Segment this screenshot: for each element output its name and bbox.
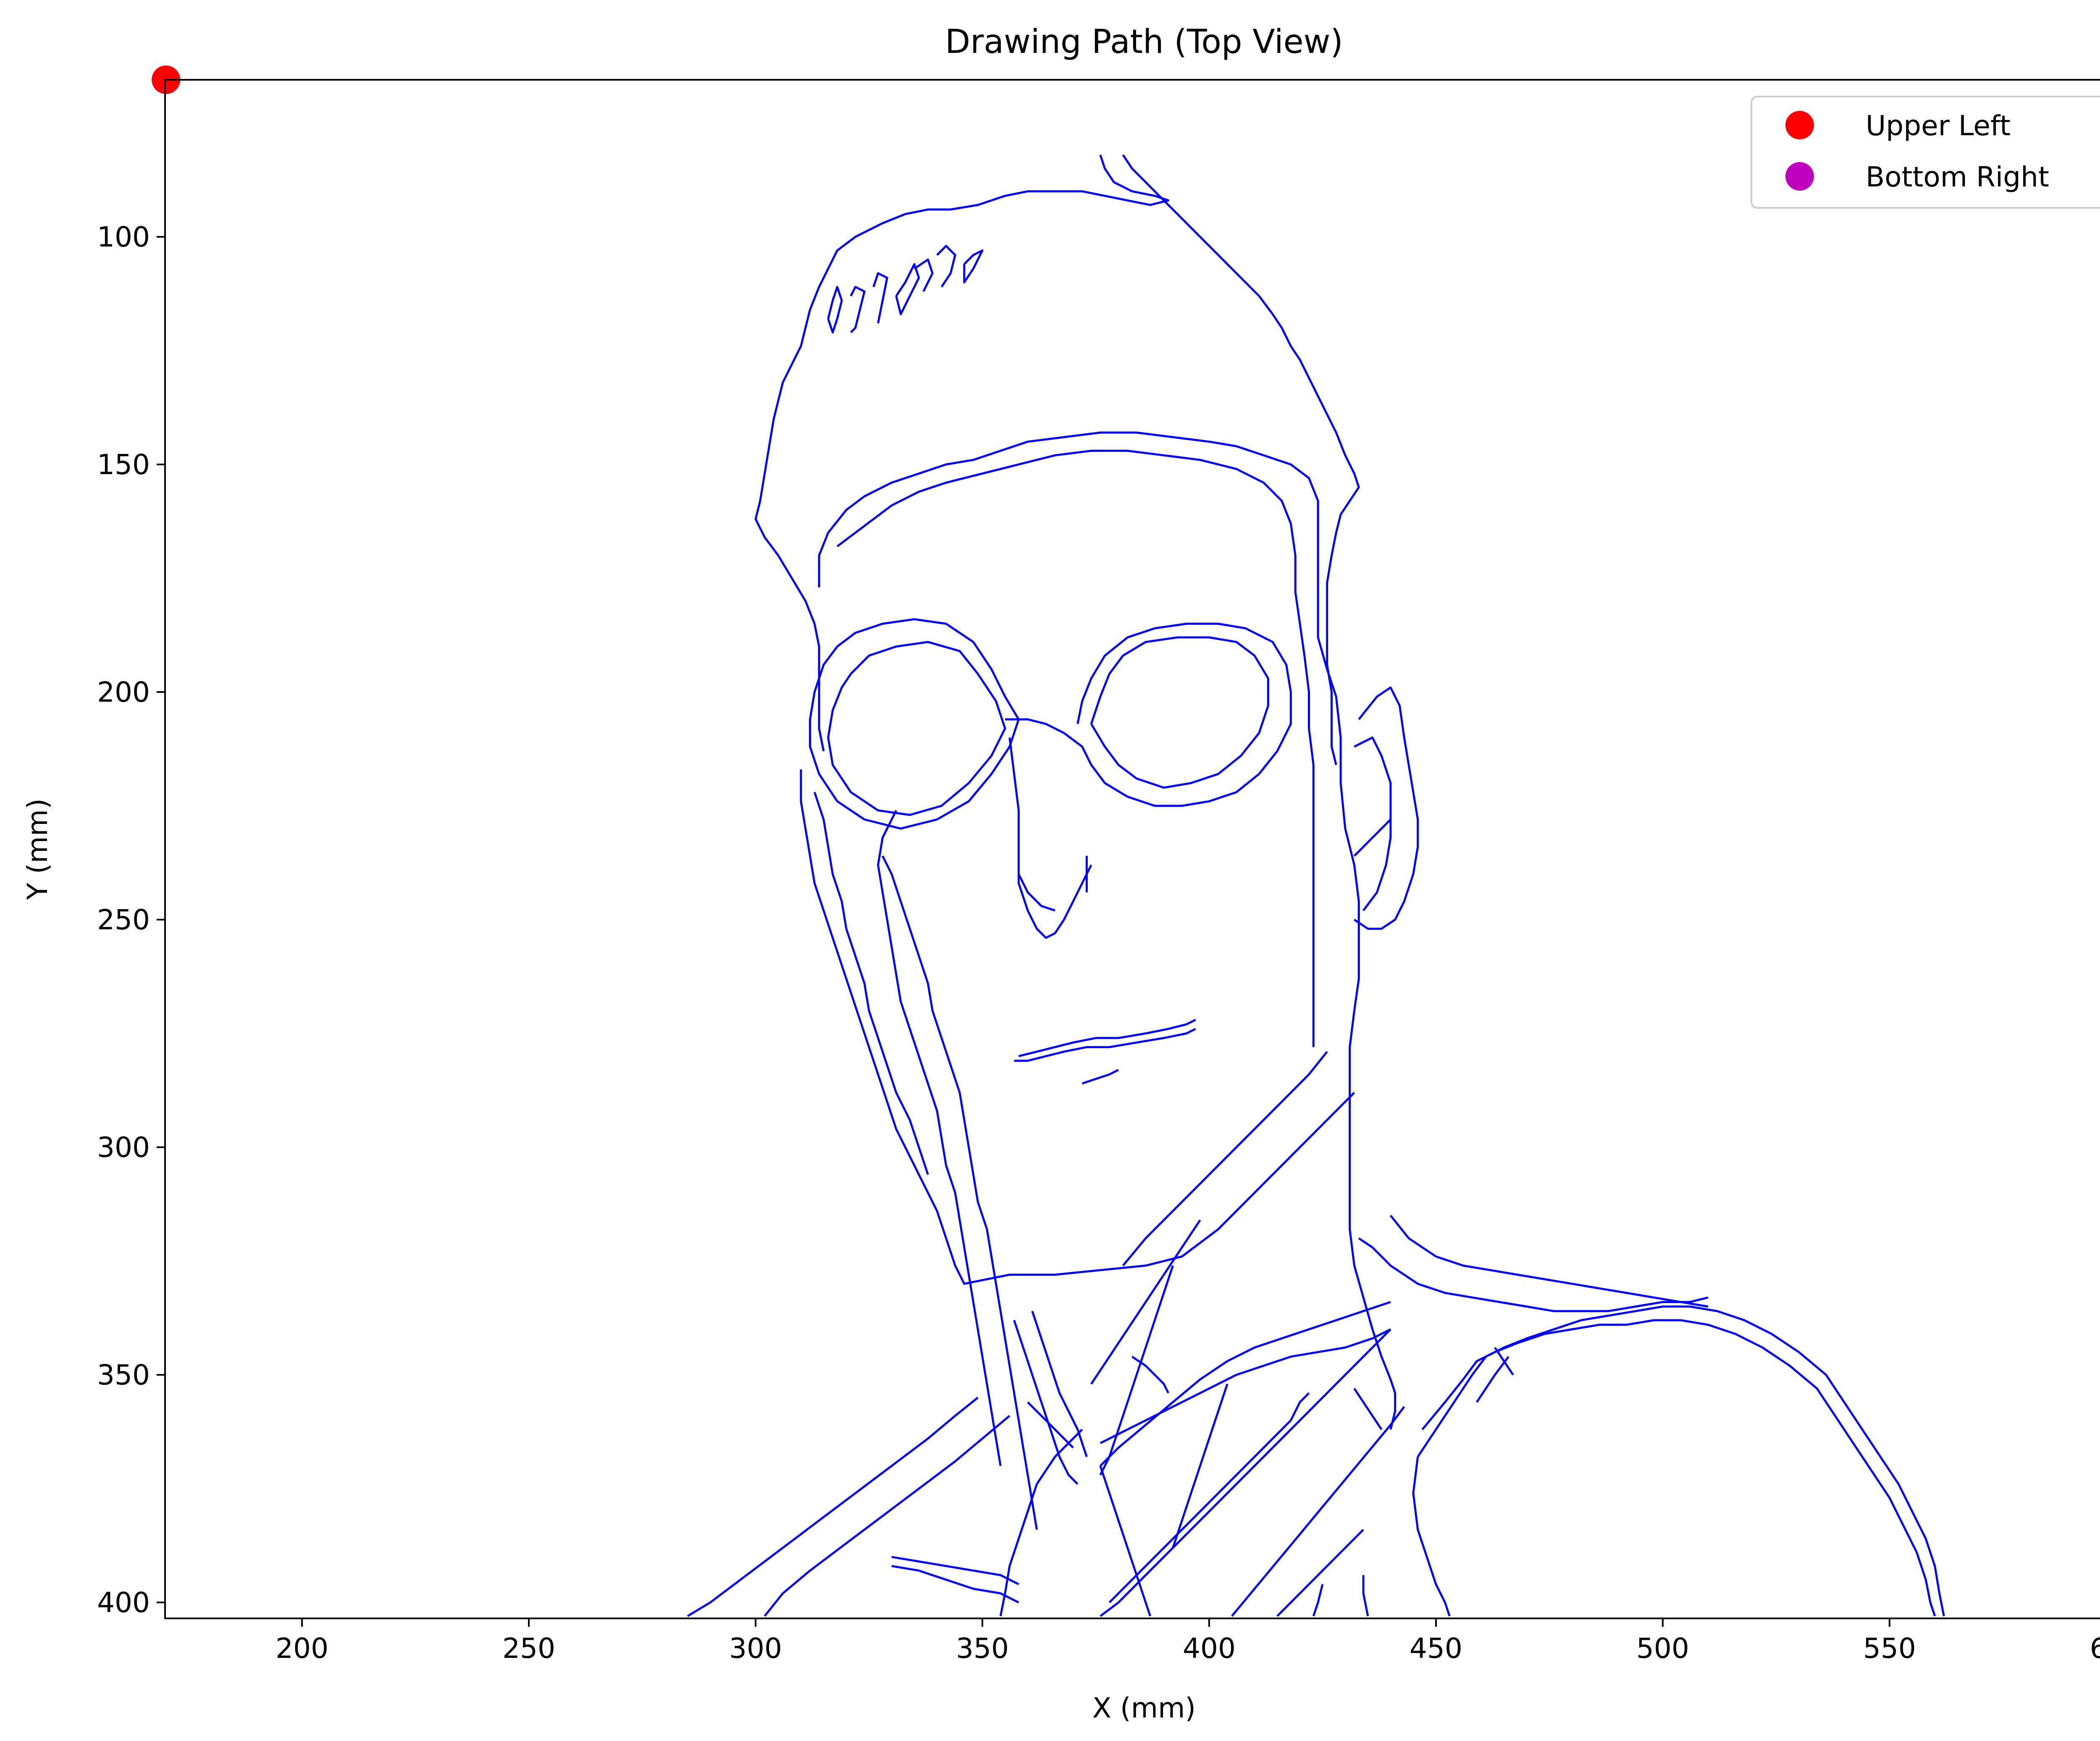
drawing-path-23 xyxy=(877,810,948,1166)
plot-background xyxy=(165,80,2100,1618)
drawing-path-5 xyxy=(895,263,920,315)
drawing-path-19 xyxy=(1014,1028,1196,1062)
drawing-path-12 xyxy=(827,641,1006,816)
drawing-path-11 xyxy=(809,618,1020,830)
y-tick-label: 400 xyxy=(97,1586,150,1619)
drawing-path-24 xyxy=(882,855,1038,1530)
drawing-path-16 xyxy=(1018,873,1055,912)
x-tick-label: 250 xyxy=(502,1632,555,1665)
drawing-path-56 xyxy=(1276,1529,1364,1617)
drawing-path-35 xyxy=(1100,1328,1391,1444)
drawing-path-10 xyxy=(836,450,1315,1047)
drawing-path-39 xyxy=(1099,1265,1174,1476)
drawing-path-30 xyxy=(764,1415,1011,1617)
drawing-paths xyxy=(687,154,1945,1617)
chart-title: Drawing Path (Top View) xyxy=(945,23,1343,61)
drawing-path-46 xyxy=(1412,1456,1451,1617)
plot-frame xyxy=(164,79,2100,1619)
y-tick-label: 250 xyxy=(97,904,150,936)
drawing-path-3 xyxy=(850,286,866,333)
y-tick-label: 150 xyxy=(97,448,150,481)
drawing-path-9 xyxy=(818,431,1396,1430)
drawing-path-26 xyxy=(1013,1320,1079,1485)
drawing-path-20 xyxy=(1082,1069,1119,1085)
y-tick-label: 350 xyxy=(97,1359,150,1391)
drawing-path-33 xyxy=(1099,1466,1151,1617)
x-tick-label: 400 xyxy=(1183,1632,1236,1665)
drawing-path-14 xyxy=(1090,636,1269,789)
x-tick-label: 550 xyxy=(1863,1632,1916,1665)
drawing-path-58 xyxy=(1494,1347,1514,1376)
legend: Upper Left Bottom Right xyxy=(1751,96,2100,209)
drawing-path-37 xyxy=(1100,1328,1391,1617)
legend-label-bottom-right: Bottom Right xyxy=(1866,161,2049,193)
drawing-path-54 xyxy=(1108,1392,1310,1603)
x-axis-label: X (mm) xyxy=(1092,1692,1196,1724)
drawing-path-2 xyxy=(827,286,843,334)
y-tick-label: 200 xyxy=(97,676,150,708)
drawing-path-0 xyxy=(1122,154,1360,766)
drawing-path-18 xyxy=(1018,1019,1196,1057)
drawing-path-36 xyxy=(1100,1301,1391,1467)
x-tick-label: 500 xyxy=(1636,1632,1689,1665)
drawing-path-40 xyxy=(1122,1051,1328,1266)
drawing-path-53 xyxy=(1353,818,1391,857)
drawing-path-52 xyxy=(1354,736,1392,911)
x-tick-label: 450 xyxy=(1410,1632,1462,1665)
x-axis-ticks: 200 250 300 350 400 450 500 550 600 xyxy=(276,1618,2100,1665)
legend-label-upper-left: Upper Left xyxy=(1866,110,2011,142)
drawing-path-6 xyxy=(914,258,934,292)
drawing-path-7 xyxy=(936,245,956,288)
drawing-path-44 xyxy=(1362,1575,1369,1617)
drawing-path-29 xyxy=(687,1397,979,1617)
drawing-path-21 xyxy=(800,769,1355,1285)
plot-area xyxy=(152,66,2100,1619)
drawing-path-27 xyxy=(1031,1311,1088,1457)
y-axis-ticks: 100 150 200 250 300 350 400 xyxy=(97,221,165,1619)
x-tick-label: 350 xyxy=(956,1632,1009,1665)
drawing-path-13 xyxy=(1005,622,1292,807)
legend-box xyxy=(1751,96,2100,209)
drawing-path-4 xyxy=(872,272,888,324)
drawing-path-8 xyxy=(963,249,984,283)
x-tick-label: 200 xyxy=(276,1632,328,1665)
drawing-path-48 xyxy=(1421,1319,1936,1617)
drawing-path-22 xyxy=(814,792,929,1175)
y-tick-label: 300 xyxy=(97,1131,150,1164)
x-tick-label: 600 xyxy=(2090,1632,2100,1665)
drawing-path-51 xyxy=(1354,686,1419,930)
drawing-path-31 xyxy=(891,1556,1019,1585)
legend-marker-bottom-right xyxy=(1785,162,1814,191)
legend-marker-upper-left xyxy=(1785,111,1814,139)
drawing-path-42 xyxy=(1172,1383,1228,1548)
drawing-path-41 xyxy=(1090,1219,1201,1385)
drawing-path-34 xyxy=(999,1429,1083,1617)
drawing-path-15 xyxy=(1008,737,1092,939)
drawing-path-1 xyxy=(754,155,1170,752)
y-tick-label: 100 xyxy=(97,221,150,253)
y-axis-label: Y (mm) xyxy=(21,798,54,900)
drawing-path-25 xyxy=(945,1165,1002,1466)
drawing-path-55 xyxy=(1231,1406,1405,1617)
drawing-path-32 xyxy=(891,1565,1019,1604)
drawing-path-43 xyxy=(1312,1584,1324,1617)
drawing-path-50 xyxy=(1389,1215,1709,1308)
drawing-path-45 xyxy=(1353,1388,1383,1430)
drawing-path-49 xyxy=(1358,1237,1709,1312)
x-tick-label: 300 xyxy=(729,1632,782,1665)
